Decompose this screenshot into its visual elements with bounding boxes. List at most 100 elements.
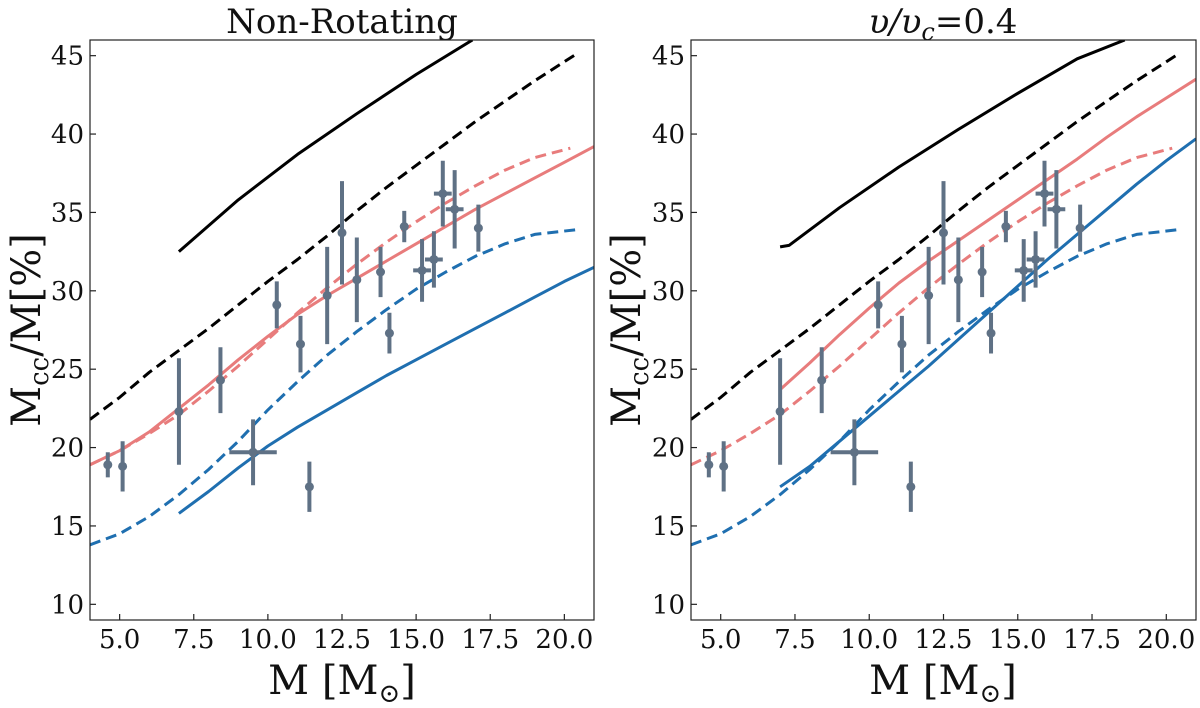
y-tick-label: 25 [51, 355, 84, 385]
y-tick-label: 45 [652, 42, 685, 72]
y-tick-label: 20 [51, 434, 84, 464]
axis-ticks: 5.0 7.5 10.0 12.5 15.0 17.5 20.0 10 15 20 25 30 35 40… [652, 42, 1195, 655]
point-marker [450, 204, 460, 214]
data-point [352, 237, 362, 323]
y-tick-label: 40 [652, 120, 685, 150]
data-point [897, 315, 907, 373]
point-marker [1040, 189, 1049, 199]
data-point [322, 246, 332, 345]
point-marker [775, 407, 785, 417]
point-marker [849, 447, 859, 457]
point-marker [417, 265, 427, 275]
point-marker [295, 339, 305, 349]
series-line-solid [90, 145, 594, 467]
axis-ticks: 5.0 7.5 10.0 12.5 15.0 17.5 20.0 10 15 20 25 30 35 40… [51, 42, 593, 655]
point-marker [174, 407, 184, 417]
series-line-dashed [691, 52, 1180, 421]
data-point [118, 441, 128, 492]
x-axis-label: M [M⊙] [869, 658, 1017, 708]
axes-frame [89, 39, 595, 621]
data-point [775, 358, 785, 465]
data-point [719, 441, 729, 492]
point-marker [1051, 204, 1061, 214]
data-point [295, 315, 305, 373]
data-point [1026, 231, 1045, 288]
point-marker [924, 291, 934, 301]
data-point [1047, 170, 1066, 249]
series-line-dashed [691, 146, 1173, 467]
data-point [977, 246, 987, 298]
series-line-solid [779, 77, 1196, 391]
data-point [906, 461, 916, 512]
point-marker [873, 300, 883, 310]
point-marker [438, 189, 448, 199]
data-point [1075, 204, 1085, 252]
point-marker [352, 275, 362, 285]
data-point [817, 347, 827, 414]
point-marker [337, 228, 347, 238]
y-tick-label: 15 [51, 512, 84, 542]
x-tick-label: 7.5 [173, 625, 214, 655]
point-marker [1001, 222, 1011, 232]
x-tick-label: 15.0 [989, 625, 1047, 655]
series-line-dashed [90, 52, 578, 421]
point-marker [897, 339, 907, 349]
y-tick-label: 30 [652, 277, 685, 307]
data-point [272, 281, 282, 329]
y-tick-label: 10 [51, 590, 84, 620]
point-marker [248, 447, 258, 457]
y-tick-label: 10 [652, 590, 685, 620]
y-tick-label: 40 [51, 120, 84, 150]
y-tick-label: 45 [51, 42, 84, 72]
data-point [304, 461, 314, 512]
data-point [953, 237, 963, 323]
point-marker [986, 328, 996, 338]
data-point [413, 239, 431, 302]
x-tick-label: 12.5 [915, 625, 973, 655]
point-marker [1075, 223, 1085, 233]
point-marker [817, 375, 827, 385]
y-tick-label: 35 [51, 198, 84, 228]
y-tick-label: 15 [652, 512, 685, 542]
data-point [924, 246, 934, 345]
data-point [376, 246, 386, 298]
data-point [704, 452, 714, 478]
x-tick-label: 10.0 [840, 625, 898, 655]
data-point [986, 312, 996, 354]
series-line-solid [779, 40, 1126, 249]
data-point [473, 204, 483, 252]
x-tick-label: 15.0 [387, 625, 445, 655]
point-marker [399, 222, 409, 232]
x-tick-label: 5.0 [99, 625, 140, 655]
point-marker [906, 482, 916, 492]
data-point [384, 312, 394, 354]
series-line-solid [779, 137, 1196, 489]
point-marker [304, 482, 314, 492]
data-point [425, 231, 443, 288]
data-point [1001, 210, 1011, 243]
data-point [399, 210, 409, 243]
data-point [1014, 239, 1033, 302]
data-point [433, 160, 452, 227]
panel-non-rotating: Non-Rotating 5.0 7.5 10.0 12.5 15.0 17.5 20.0 1… [4, 2, 595, 708]
point-marker [322, 291, 332, 301]
data-point [445, 170, 464, 249]
point-marker [429, 254, 439, 264]
data-point [337, 181, 347, 285]
point-marker [376, 267, 386, 277]
point-marker [1019, 265, 1029, 275]
y-tick-label: 20 [652, 434, 685, 464]
point-marker [953, 275, 963, 285]
plot-area [691, 40, 1196, 547]
x-tick-label: 7.5 [774, 625, 815, 655]
point-marker [118, 461, 128, 471]
point-marker [103, 460, 113, 470]
x-tick-label: 20.0 [1137, 625, 1195, 655]
x-tick-label: 17.5 [461, 625, 519, 655]
x-tick-label: 12.5 [313, 625, 371, 655]
point-marker [473, 223, 483, 233]
data-point [229, 419, 277, 486]
point-marker [384, 328, 394, 338]
x-axis-label: M [M⊙] [268, 658, 416, 708]
